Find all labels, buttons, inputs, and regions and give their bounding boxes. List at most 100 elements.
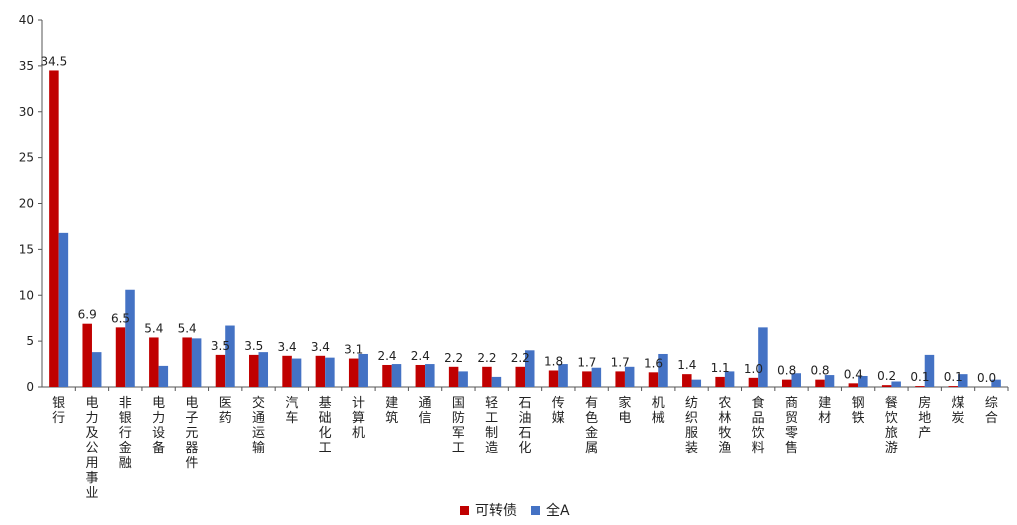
data-label: 1.6: [644, 356, 663, 370]
legend: 可转债 全A: [460, 500, 570, 520]
x-tick-label: 餐饮旅游: [885, 395, 898, 456]
bar-qa: [125, 289, 135, 387]
x-tick-label: 银行: [52, 396, 65, 426]
data-label: 0.2: [877, 369, 896, 383]
bar-qa: [458, 371, 468, 387]
bar-kzz: [49, 70, 59, 388]
y-tick-label: 5: [26, 334, 34, 348]
bar-kzz: [415, 364, 426, 387]
data-label: 0.1: [944, 370, 963, 384]
bar-qa: [325, 357, 335, 387]
data-label: 6.5: [111, 311, 130, 325]
bar-kzz: [548, 370, 559, 387]
data-label: 34.5: [41, 54, 68, 68]
bar-qa: [558, 364, 568, 387]
bar-kzz: [881, 385, 892, 387]
bar-qa: [158, 365, 169, 387]
legend-label-1: 全A: [546, 503, 570, 519]
bar-kzz: [482, 366, 492, 387]
data-label: 3.4: [278, 340, 297, 354]
data-label: 0.8: [777, 364, 796, 378]
bar-qa: [991, 379, 1001, 387]
bar-qa: [425, 364, 435, 387]
data-label: 1.0: [744, 362, 763, 376]
bar-qa: [58, 232, 69, 387]
x-tick-label: 轻工制造: [485, 396, 498, 456]
bar-kzz: [915, 386, 925, 387]
x-tick-label: 医药: [219, 396, 232, 426]
bar-kzz: [448, 366, 459, 387]
bar-kzz: [82, 323, 92, 387]
bar-kzz: [615, 371, 625, 387]
x-tick-label: 电力及公用事业: [85, 396, 98, 500]
x-tick-label: 商贸零售: [785, 396, 798, 456]
x-tick-label: 农林牧渔: [718, 396, 731, 456]
bar-kzz: [382, 364, 392, 387]
data-label: 2.2: [477, 351, 496, 365]
bar-qa: [191, 338, 202, 387]
x-tick-label: 石油石化: [518, 396, 531, 456]
x-tick-label: 建材: [818, 396, 831, 426]
bar-kzz: [748, 377, 759, 387]
bar-qa: [91, 352, 102, 387]
bar-chart: 0 5 10 15 20 25 30 35 40 34.5 银行 6.9 电力及公用事业 6.5 非银行金融…: [19, 13, 1009, 501]
y-tick-label: 20: [19, 197, 34, 211]
bar-kzz: [182, 337, 192, 387]
y-tick-label: 35: [19, 59, 34, 73]
data-label: 1.1: [711, 361, 730, 375]
data-label: 0.0: [977, 371, 996, 385]
data-label: 5.4: [178, 321, 197, 335]
x-tick-label: 房地产: [918, 395, 931, 441]
data-label: 6.9: [78, 308, 97, 322]
data-label: 0.4: [844, 367, 863, 381]
x-tick-label: 通信: [419, 396, 432, 426]
bar-qa: [958, 374, 968, 387]
data-label: 3.5: [211, 339, 230, 353]
x-tick-label: 煤炭: [952, 396, 965, 426]
data-label: 1.7: [611, 355, 630, 369]
bar-qa: [758, 327, 768, 387]
data-label: 2.2: [444, 351, 463, 365]
data-label: 0.1: [910, 370, 929, 384]
bar-kzz: [682, 374, 692, 387]
x-tick-label: 基础化工: [319, 396, 332, 456]
bar-kzz: [648, 372, 659, 387]
bar-kzz: [149, 337, 159, 387]
x-tick-label: 电力设备: [152, 396, 165, 456]
x-tick-label: 纺织服装: [685, 396, 698, 456]
legend-swatch-1: [531, 505, 540, 515]
x-tick-label: 国防军工: [452, 396, 465, 456]
bar-qa: [658, 353, 668, 387]
x-tick-label: 综合: [985, 396, 998, 426]
x-tick-label: 食品饮料: [752, 395, 765, 456]
bar-qa: [491, 376, 502, 387]
bar-qa: [624, 366, 635, 387]
bar-qa: [358, 353, 368, 387]
x-tick-label: 建筑: [385, 396, 398, 426]
bar-qa: [391, 364, 402, 387]
bar-kzz: [315, 355, 326, 387]
x-tick-label: 非银行金融: [119, 396, 132, 471]
legend-label-0: 可转债: [475, 503, 517, 519]
bar-qa: [824, 375, 835, 387]
bar-qa: [225, 325, 235, 387]
data-label: 0.8: [810, 364, 829, 378]
bar-qa: [724, 371, 735, 387]
y-tick-label: 30: [19, 105, 34, 119]
bar-kzz: [715, 376, 725, 387]
data-label: 3.5: [244, 339, 263, 353]
data-label: 5.4: [144, 321, 163, 335]
data-label: 2.4: [411, 349, 430, 363]
data-label: 3.1: [344, 343, 363, 357]
x-tick-label: 电子元器件: [185, 396, 198, 471]
bar-kzz: [515, 366, 525, 387]
data-label: 1.7: [577, 355, 596, 369]
y-tick-label: 15: [19, 242, 34, 256]
y-tick-label: 25: [19, 151, 34, 165]
x-tick-label: 有色金属: [585, 396, 598, 456]
y-tick-label: 0: [26, 380, 34, 394]
bar-kzz: [215, 354, 226, 387]
x-tick-label: 汽车: [285, 396, 298, 426]
bar-kzz: [815, 379, 825, 387]
